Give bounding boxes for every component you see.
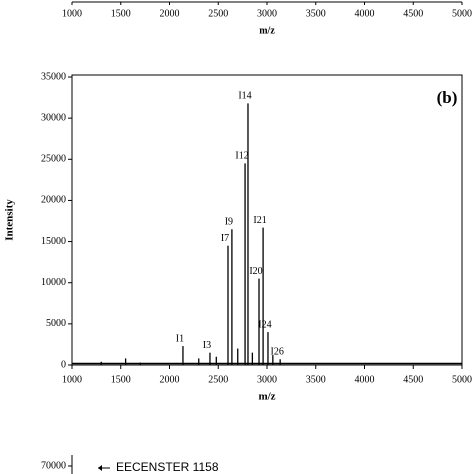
- x-tick-label: 3000: [257, 8, 277, 19]
- x-tick-label: 4000: [355, 8, 375, 19]
- x-tick-label: 3000: [257, 374, 277, 385]
- y-tick-label: 20000: [41, 195, 66, 206]
- x-label: m/z: [258, 391, 275, 403]
- peak-label: I26: [270, 347, 283, 358]
- x-tick-label: 4000: [355, 374, 375, 385]
- x-tick-label: 3500: [306, 8, 326, 19]
- annotation: EECENSTER 1158: [116, 460, 219, 474]
- y-label: Intensity: [4, 199, 16, 241]
- arrow-head: [98, 465, 102, 471]
- y-tick-label: 70000: [41, 460, 66, 471]
- y-tick-label: 0: [61, 359, 66, 370]
- x-tick-label: 1500: [111, 374, 131, 385]
- x-tick-label: 1000: [62, 374, 82, 385]
- top-x-label: m/z: [259, 25, 275, 36]
- peak-label: I1: [176, 333, 184, 344]
- y-tick-label: 5000: [46, 318, 66, 329]
- y-tick-label: 25000: [41, 154, 66, 165]
- y-tick-label: 15000: [41, 236, 66, 247]
- peak-label: I9: [225, 217, 233, 228]
- peak-label: I24: [258, 319, 271, 330]
- peak-label: I20: [249, 266, 262, 277]
- x-tick-label: 1000: [62, 8, 82, 19]
- x-tick-label: 3500: [306, 374, 326, 385]
- peak-label: I12: [235, 151, 248, 162]
- x-tick-label: 5000: [452, 8, 472, 19]
- x-tick-label: 2000: [160, 374, 180, 385]
- panel-label: (b): [437, 88, 458, 107]
- peak-label: I21: [253, 215, 266, 226]
- peak-label: I7: [221, 233, 229, 244]
- y-tick-label: 30000: [41, 112, 66, 123]
- y-tick-label: 35000: [41, 71, 66, 82]
- x-tick-label: 2500: [208, 8, 228, 19]
- x-tick-label: 2000: [160, 8, 180, 19]
- x-tick-label: 5000: [452, 374, 472, 385]
- x-tick-label: 4500: [403, 374, 423, 385]
- peak-label: I3: [203, 340, 211, 351]
- peak-label: I14: [238, 91, 251, 102]
- x-tick-label: 1500: [111, 8, 131, 19]
- x-tick-label: 4500: [403, 8, 423, 19]
- x-tick-label: 2500: [208, 374, 228, 385]
- y-tick-label: 10000: [41, 277, 66, 288]
